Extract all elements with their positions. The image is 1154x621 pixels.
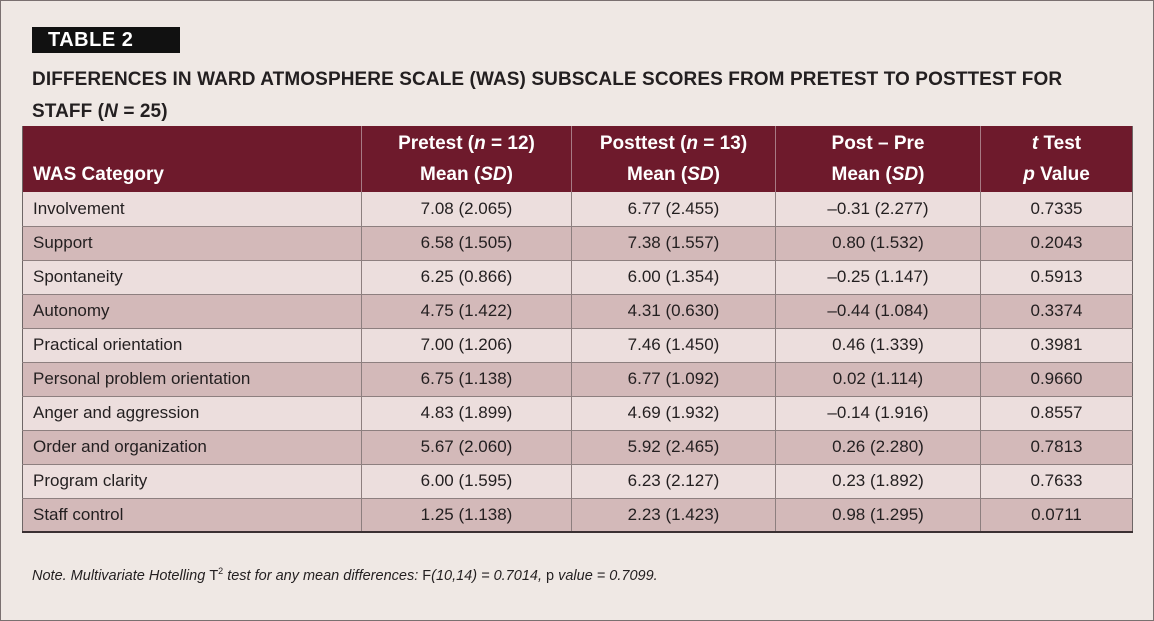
cell-p: 0.7633: [980, 464, 1133, 499]
table-row: Anger and aggression 4.83 (1.899) 4.69 (…: [22, 396, 1133, 431]
cell-diff: 0.98 (1.295): [775, 498, 981, 533]
cell-pretest: 6.58 (1.505): [361, 226, 572, 261]
cell-diff: 0.26 (2.280): [775, 430, 981, 465]
table-row: Autonomy 4.75 (1.422) 4.31 (0.630) –0.44…: [22, 294, 1133, 329]
cell-category: Autonomy: [22, 294, 362, 329]
cell-p: 0.2043: [980, 226, 1133, 261]
cell-posttest: 6.23 (2.127): [571, 464, 776, 499]
cell-pretest: 6.25 (0.866): [361, 260, 572, 295]
table-row: Staff control 1.25 (1.138) 2.23 (1.423) …: [22, 498, 1133, 533]
cell-pretest: 4.75 (1.422): [361, 294, 572, 329]
cell-diff: 0.46 (1.339): [775, 328, 981, 363]
cell-p: 0.8557: [980, 396, 1133, 431]
cell-category: Staff control: [22, 498, 362, 533]
header-category: WAS Category: [33, 164, 164, 185]
table-label: TABLE 2: [32, 27, 180, 53]
cell-pretest: 6.00 (1.595): [361, 464, 572, 499]
cell-pretest: 1.25 (1.138): [361, 498, 572, 533]
cell-diff: –0.44 (1.084): [775, 294, 981, 329]
table-row: Practical orientation 7.00 (1.206) 7.46 …: [22, 328, 1133, 363]
data-table: WAS Category Pretest (n = 12) Mean (SD) …: [22, 126, 1133, 533]
cell-posttest: 5.92 (2.465): [571, 430, 776, 465]
cell-posttest: 7.46 (1.450): [571, 328, 776, 363]
header-row: WAS Category Pretest (n = 12) Mean (SD) …: [22, 126, 1133, 192]
header-posttest: Posttest (n = 13) Mean (SD): [571, 126, 776, 192]
cell-p: 0.9660: [980, 362, 1133, 397]
cell-category: Anger and aggression: [22, 396, 362, 431]
title-suffix: = 25): [117, 101, 168, 122]
table-row: Personal problem orientation 6.75 (1.138…: [22, 362, 1133, 397]
cell-posttest: 4.31 (0.630): [571, 294, 776, 329]
cell-pretest: 5.67 (2.060): [361, 430, 572, 465]
cell-category: Support: [22, 226, 362, 261]
title-prefix: DIFFERENCES IN WARD ATMOSPHERE SCALE (WA…: [32, 69, 1063, 122]
cell-pretest: 6.75 (1.138): [361, 362, 572, 397]
cell-diff: 0.02 (1.114): [775, 362, 981, 397]
cell-category: Order and organization: [22, 430, 362, 465]
cell-p: 0.0711: [980, 498, 1133, 533]
table-row: Spontaneity 6.25 (0.866) 6.00 (1.354) –0…: [22, 260, 1133, 295]
cell-category: Spontaneity: [22, 260, 362, 295]
cell-p: 0.7813: [980, 430, 1133, 465]
cell-category: Program clarity: [22, 464, 362, 499]
cell-posttest: 6.77 (1.092): [571, 362, 776, 397]
table-row: Order and organization 5.67 (2.060) 5.92…: [22, 430, 1133, 465]
table-row: Program clarity 6.00 (1.595) 6.23 (2.127…: [22, 464, 1133, 499]
table-row: Support 6.58 (1.505) 7.38 (1.557) 0.80 (…: [22, 226, 1133, 261]
header-pretest: Pretest (n = 12) Mean (SD): [361, 126, 572, 192]
cell-diff: 0.80 (1.532): [775, 226, 981, 261]
cell-p: 0.7335: [980, 192, 1133, 227]
header-diff: Post – Pre Mean (SD): [775, 126, 981, 192]
cell-diff: –0.14 (1.916): [775, 396, 981, 431]
title-n-var: N: [104, 101, 118, 122]
cell-diff: 0.23 (1.892): [775, 464, 981, 499]
table-row: Involvement 7.08 (2.065) 6.77 (2.455) –0…: [22, 192, 1133, 227]
header-ttest: t Test p Value: [980, 126, 1133, 192]
table-note: Note. Multivariate Hotelling T2 test for…: [32, 566, 658, 584]
cell-p: 0.3374: [980, 294, 1133, 329]
cell-posttest: 6.77 (2.455): [571, 192, 776, 227]
cell-posttest: 2.23 (1.423): [571, 498, 776, 533]
table-title: DIFFERENCES IN WARD ATMOSPHERE SCALE (WA…: [32, 64, 1122, 128]
cell-posttest: 4.69 (1.932): [571, 396, 776, 431]
cell-pretest: 4.83 (1.899): [361, 396, 572, 431]
cell-pretest: 7.08 (2.065): [361, 192, 572, 227]
cell-category: Practical orientation: [22, 328, 362, 363]
cell-diff: –0.31 (2.277): [775, 192, 981, 227]
cell-p: 0.5913: [980, 260, 1133, 295]
cell-pretest: 7.00 (1.206): [361, 328, 572, 363]
cell-posttest: 7.38 (1.557): [571, 226, 776, 261]
cell-posttest: 6.00 (1.354): [571, 260, 776, 295]
cell-category: Personal problem orientation: [22, 362, 362, 397]
cell-p: 0.3981: [980, 328, 1133, 363]
cell-diff: –0.25 (1.147): [775, 260, 981, 295]
cell-category: Involvement: [22, 192, 362, 227]
